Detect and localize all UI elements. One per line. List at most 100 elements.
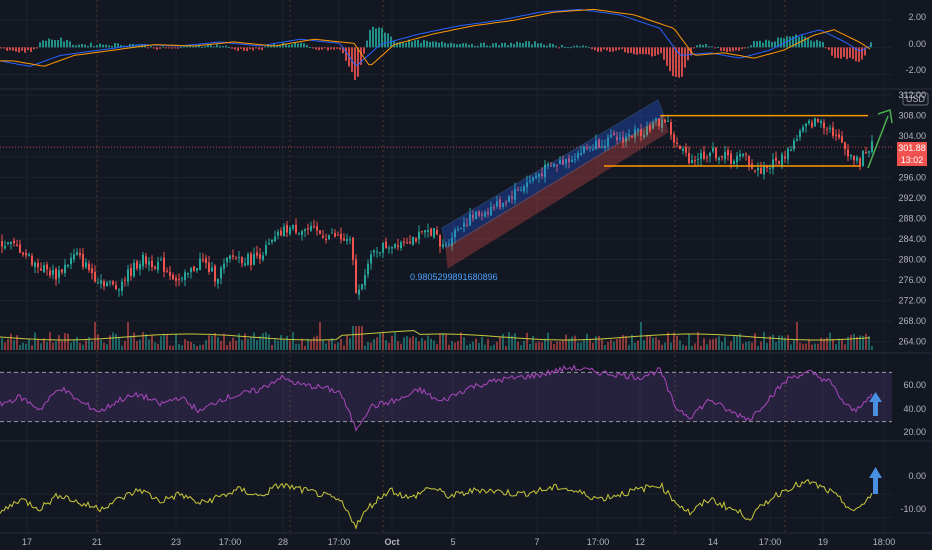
candle-body	[862, 150, 864, 167]
drawing-overlays[interactable]: 0.9805299891680896	[0, 99, 893, 494]
macd-histogram-bar	[63, 41, 65, 48]
volume-bar	[862, 335, 864, 350]
candle-body	[598, 139, 600, 148]
candle-body	[193, 266, 195, 271]
candle-body	[466, 224, 468, 226]
volume-bar	[301, 338, 303, 350]
macd-histogram-bar	[438, 42, 440, 48]
volume-bar	[667, 332, 669, 350]
candle-body	[868, 151, 870, 153]
breakout-arrow-shaft[interactable]	[867, 115, 889, 169]
macd-histogram-bar	[93, 45, 95, 48]
macd-histogram-bar	[462, 43, 464, 48]
candle-body	[460, 227, 462, 230]
macd-histogram-bar	[645, 47, 647, 55]
volume-bar	[442, 333, 444, 350]
volume-bar	[421, 338, 423, 350]
candle-body	[427, 230, 429, 232]
macd-histogram-bar	[153, 47, 155, 49]
volume-bar	[868, 336, 870, 350]
oscillator-arrow-up-icon[interactable]	[869, 467, 882, 478]
volume-bar	[745, 341, 747, 350]
volume-bar	[793, 339, 795, 350]
macd-histogram-bar	[501, 42, 503, 48]
macd-histogram-bar	[495, 42, 497, 48]
volume-bar	[628, 344, 630, 350]
macd-histogram-bar	[294, 42, 296, 48]
rsi-arrow-up-icon[interactable]	[869, 392, 882, 402]
candle-body	[283, 226, 285, 237]
volume-bar	[439, 333, 441, 350]
volume-bar	[586, 333, 588, 350]
volume-bar	[334, 343, 336, 350]
volume-bar	[403, 337, 405, 350]
candle-body	[385, 241, 387, 248]
candle-body	[622, 136, 624, 143]
macd-histogram-bar	[789, 36, 791, 48]
candle-body	[619, 137, 621, 139]
volume-bar	[97, 334, 99, 350]
macd-histogram-bar	[630, 47, 632, 53]
candle-body	[163, 257, 165, 272]
bar-countdown: 13:02	[901, 155, 924, 165]
rsi-arrow-shaft[interactable]	[873, 401, 878, 416]
macd-histogram-bar	[522, 43, 524, 48]
macd-histogram-bar	[258, 47, 260, 50]
volume-bar	[79, 342, 81, 350]
volume-bar	[367, 342, 369, 350]
volume-bar	[76, 336, 78, 350]
volume-bar	[715, 338, 717, 350]
macd-histogram-bar	[696, 45, 698, 48]
candle-body	[865, 152, 867, 154]
time-label: 17	[22, 537, 32, 547]
volume-bar	[847, 336, 849, 350]
candle-body	[154, 266, 156, 269]
candle-body	[304, 229, 306, 232]
time-label: 7	[534, 537, 539, 547]
macd-signal-line	[0, 8, 871, 67]
candle-body	[217, 279, 219, 284]
volume-bar	[358, 326, 360, 350]
macd-histogram-bar	[831, 47, 833, 56]
time-scale[interactable]: 17 21 23 17:00 28 17:00 Oct 5 7 17:00 12 14 17:00 19 1…	[22, 537, 895, 547]
macd-histogram-bar	[744, 47, 746, 49]
candle-body	[259, 254, 261, 259]
candle-body	[457, 228, 459, 230]
volume-bar	[328, 340, 330, 350]
macd-histogram-bar	[339, 47, 341, 50]
macd-histogram-bar	[534, 41, 536, 48]
candle-body	[601, 146, 603, 148]
macd-histogram-bar	[810, 40, 812, 48]
volume-bar	[829, 332, 831, 350]
macd-histogram-bar	[594, 47, 596, 51]
volume-bar	[109, 335, 111, 350]
candle-body	[412, 237, 414, 245]
macd-histogram-bar	[243, 47, 245, 51]
macd-histogram-bar	[330, 47, 332, 50]
volume-bar	[643, 340, 645, 350]
candle-body	[580, 152, 582, 156]
oscillator-arrow-shaft[interactable]	[873, 477, 878, 494]
macd-histogram-bar	[765, 39, 767, 48]
regression-channel-lower[interactable]	[445, 115, 669, 269]
candle-body	[697, 158, 699, 160]
volume-bar	[451, 341, 453, 350]
currency-badge[interactable]	[902, 92, 929, 106]
volume-bar	[289, 340, 291, 350]
price-scale[interactable]: 2.00 0.00 -2.00 USD 312.00 308.00 304.00 30…	[897, 12, 929, 514]
macd-pane	[0, 8, 872, 80]
macd-histogram-bar	[567, 47, 569, 49]
volume-bar	[382, 332, 384, 350]
candle-body	[325, 238, 327, 240]
macd-histogram-bar	[642, 47, 644, 55]
candle-body	[361, 284, 363, 290]
candle-body	[550, 165, 552, 167]
macd-histogram-bar	[777, 37, 779, 48]
candle-body	[172, 274, 174, 280]
volume-bar	[169, 345, 171, 350]
candle-body	[403, 241, 405, 243]
volume-bar	[49, 332, 51, 350]
breakout-arrow-head-icon[interactable]	[877, 109, 893, 124]
macd-histogram-bar	[69, 41, 71, 48]
